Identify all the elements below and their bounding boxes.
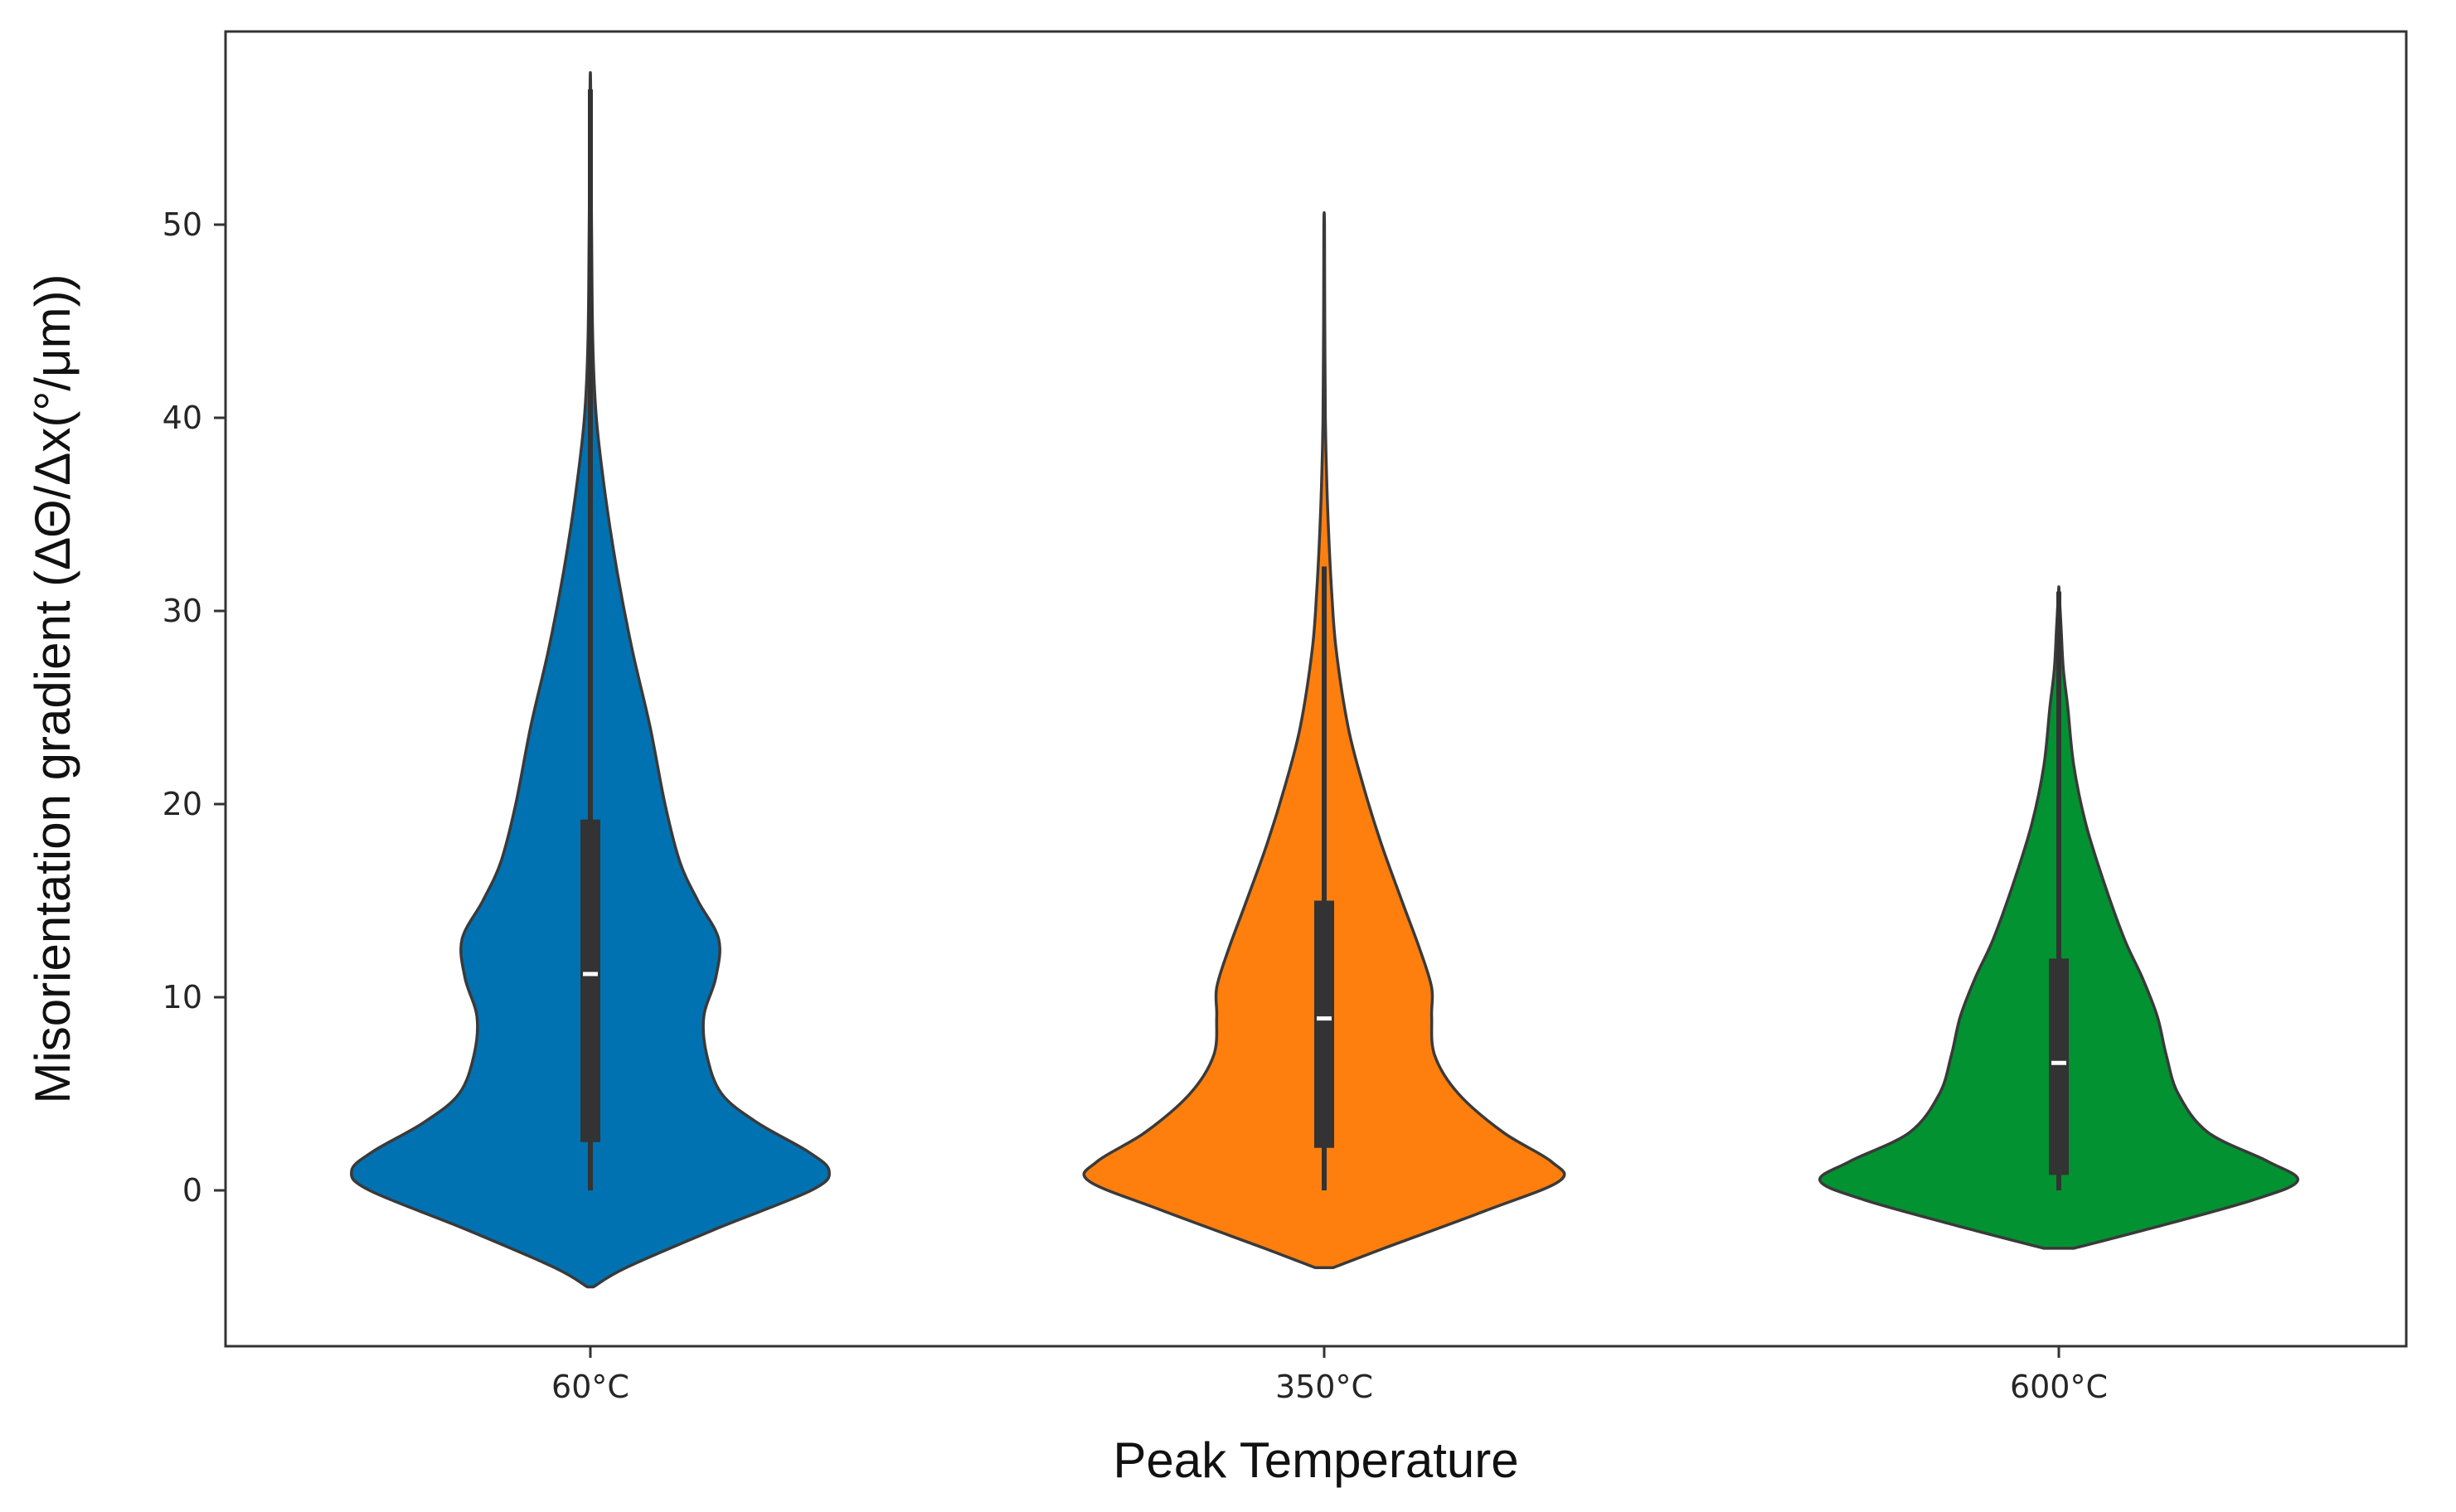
y-tick-label: 10	[163, 979, 202, 1015]
x-axis: 60°C 350°C 600°C	[551, 1346, 2108, 1405]
y-axis-title: Misorientation gradient (ΔΘ/Δx(°/μm))	[25, 274, 80, 1103]
violin-iqr-box	[1314, 900, 1334, 1148]
x-tick-label: 60°C	[551, 1369, 629, 1405]
x-tick-label: 350°C	[1275, 1369, 1373, 1405]
y-tick-label: 50	[163, 206, 202, 243]
y-tick-label: 30	[163, 593, 202, 629]
y-tick-label: 20	[163, 786, 202, 822]
x-tick-label: 600°C	[2010, 1369, 2108, 1405]
x-axis-title: Peak Temperature	[1113, 1432, 1518, 1488]
inner-boxes-group	[580, 89, 2069, 1190]
violin-iqr-box	[2049, 958, 2069, 1175]
y-tick-label: 0	[182, 1172, 202, 1209]
violin-iqr-box	[580, 819, 600, 1142]
y-tick-label: 40	[163, 400, 202, 436]
y-axis: 0 10 20 30 40 50	[163, 206, 226, 1209]
